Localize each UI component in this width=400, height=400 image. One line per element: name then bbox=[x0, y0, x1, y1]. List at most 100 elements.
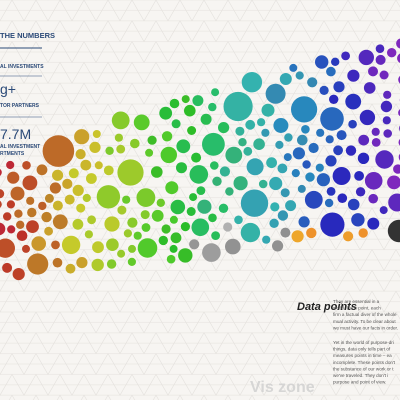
dot bbox=[233, 176, 248, 191]
dot bbox=[345, 93, 362, 110]
dot bbox=[375, 54, 386, 65]
dot bbox=[169, 244, 178, 253]
dot bbox=[22, 175, 38, 191]
dot bbox=[6, 160, 15, 170]
dot bbox=[127, 257, 136, 266]
dot bbox=[117, 249, 126, 258]
dot bbox=[84, 230, 93, 239]
dot bbox=[289, 63, 298, 72]
dot bbox=[187, 126, 197, 135]
dot bbox=[159, 106, 173, 120]
dot bbox=[38, 201, 47, 211]
dot bbox=[26, 196, 35, 205]
dot bbox=[388, 193, 400, 212]
dot bbox=[291, 169, 300, 178]
dot bbox=[383, 129, 393, 138]
dot bbox=[275, 140, 284, 149]
dot bbox=[130, 138, 140, 149]
dot bbox=[298, 216, 310, 228]
dot bbox=[212, 176, 222, 186]
dot bbox=[243, 146, 253, 156]
dot bbox=[348, 119, 357, 129]
dot bbox=[357, 152, 370, 164]
dot bbox=[0, 168, 2, 176]
dot bbox=[375, 44, 385, 53]
dot bbox=[180, 222, 190, 232]
dot bbox=[145, 148, 154, 157]
dot bbox=[128, 244, 136, 253]
dot bbox=[308, 142, 319, 154]
dot bbox=[355, 187, 366, 197]
dot bbox=[0, 238, 15, 258]
dot bbox=[151, 166, 163, 178]
dot bbox=[16, 230, 28, 241]
dot bbox=[76, 203, 86, 213]
dot bbox=[325, 155, 337, 167]
stat-value: g+ bbox=[0, 81, 16, 97]
dot bbox=[200, 113, 212, 125]
dot bbox=[336, 130, 347, 141]
dot bbox=[277, 163, 288, 174]
dot bbox=[171, 119, 181, 129]
dot bbox=[61, 235, 81, 255]
dot bbox=[14, 209, 23, 218]
circle-cloud bbox=[0, 38, 400, 281]
paragraph-line: They are essential in a bbox=[333, 299, 380, 304]
dot bbox=[326, 187, 336, 196]
dot bbox=[325, 135, 334, 144]
dot bbox=[27, 253, 49, 275]
dot bbox=[181, 95, 190, 104]
dot bbox=[166, 254, 176, 264]
dot bbox=[364, 172, 383, 190]
dot bbox=[240, 222, 261, 243]
dot bbox=[316, 128, 325, 137]
dot bbox=[396, 38, 400, 49]
dot bbox=[116, 144, 126, 154]
dot bbox=[291, 96, 318, 123]
dot bbox=[44, 193, 54, 203]
dot bbox=[387, 219, 400, 243]
dot bbox=[191, 218, 210, 237]
dot bbox=[141, 223, 151, 232]
dot bbox=[87, 215, 96, 225]
dot bbox=[218, 122, 230, 134]
dot bbox=[367, 217, 380, 230]
dot bbox=[27, 207, 37, 218]
dot bbox=[358, 134, 370, 146]
dot bbox=[0, 189, 5, 199]
dot bbox=[238, 138, 247, 147]
dot bbox=[7, 171, 20, 184]
dot bbox=[62, 178, 73, 189]
dot bbox=[137, 238, 158, 258]
dot bbox=[258, 179, 268, 189]
dot bbox=[10, 186, 25, 201]
dot bbox=[291, 230, 304, 243]
dot bbox=[169, 98, 180, 109]
dot bbox=[315, 55, 329, 69]
dot bbox=[324, 198, 334, 208]
dot bbox=[332, 167, 351, 185]
dot bbox=[0, 222, 6, 236]
dot bbox=[297, 184, 306, 193]
dot bbox=[117, 159, 144, 186]
dot bbox=[6, 200, 16, 209]
dot bbox=[104, 216, 120, 232]
dot bbox=[127, 217, 138, 228]
dot bbox=[169, 215, 178, 224]
sidebar: THE NUMBERS AL INVESTMENTS g+ TOR PARTNE… bbox=[0, 31, 55, 157]
dot bbox=[297, 134, 308, 146]
dot bbox=[122, 195, 131, 204]
dot bbox=[165, 181, 179, 195]
dot bbox=[272, 240, 284, 252]
dot bbox=[273, 118, 289, 133]
dot bbox=[218, 203, 229, 213]
dot bbox=[333, 81, 345, 93]
dot bbox=[96, 185, 121, 209]
dot bbox=[210, 161, 219, 170]
dot bbox=[358, 228, 368, 238]
paragraph-line: we must have our facts in order. bbox=[333, 325, 398, 330]
dot bbox=[156, 198, 165, 207]
paragraph-line: we've traveled. They don't i bbox=[333, 373, 388, 378]
dot bbox=[379, 70, 389, 80]
dot bbox=[246, 158, 264, 176]
